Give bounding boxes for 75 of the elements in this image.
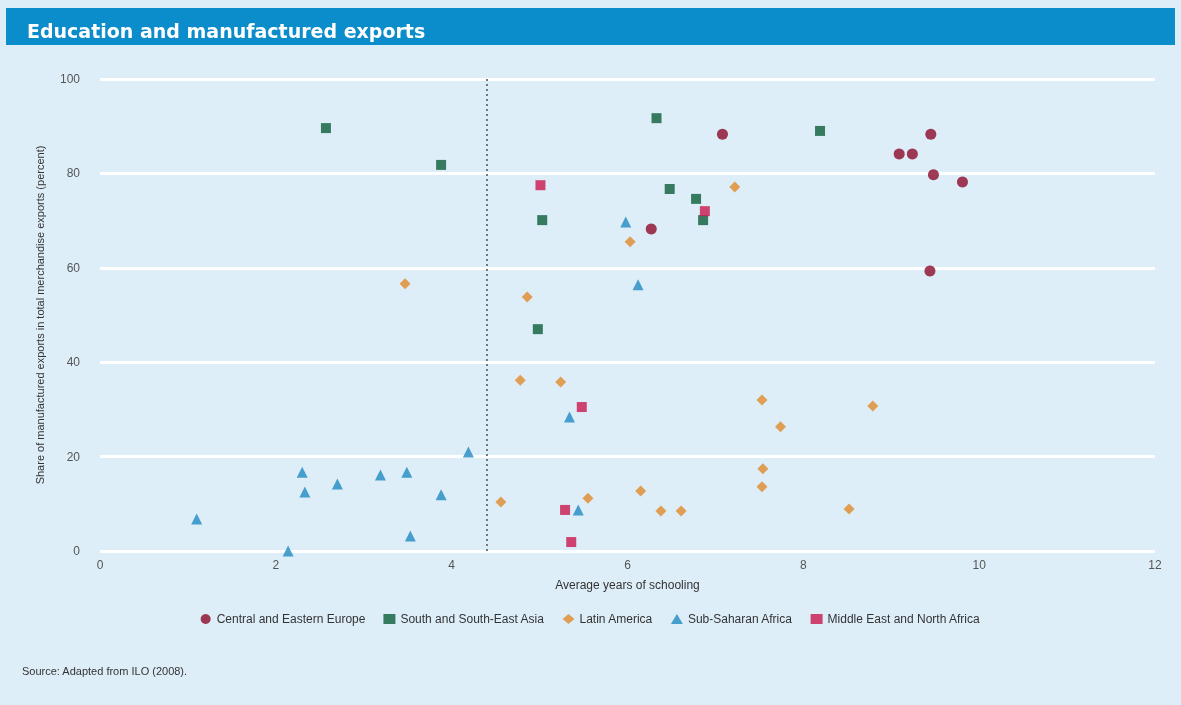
point [436, 159, 447, 170]
y-tick-label: 40 [66, 355, 81, 370]
x-tick-label: 12 [1148, 558, 1162, 572]
point [560, 504, 571, 515]
legend-label: South and South-East Asia [400, 612, 545, 626]
point [716, 128, 728, 140]
x-tick-label: 0 [96, 558, 104, 572]
point [632, 279, 644, 291]
y-tick-label: 20 [66, 449, 81, 464]
point [843, 503, 855, 515]
point [691, 193, 702, 204]
point [956, 176, 968, 188]
point [651, 113, 662, 124]
point [532, 324, 543, 335]
point [927, 169, 939, 181]
x-tick-label: 6 [624, 558, 632, 572]
x-axis-title: Average years of schooling [555, 578, 700, 592]
point [435, 489, 447, 501]
point [495, 496, 507, 508]
y-tick-label: 100 [59, 72, 81, 86]
y-tick-label: 60 [66, 260, 81, 275]
point [698, 215, 709, 226]
point [521, 291, 533, 303]
y-tick-label: 80 [66, 166, 81, 181]
point [555, 376, 567, 388]
legend-label: Middle East and North Africa [827, 612, 980, 626]
point [566, 537, 577, 548]
point [299, 486, 311, 498]
x-tick-label: 8 [799, 558, 807, 572]
legend-label: Latin America [579, 612, 653, 626]
point [867, 400, 879, 412]
x-tick-label: 4 [448, 558, 456, 572]
point [756, 481, 768, 493]
source-note: Source: Adapted from ILO (2008). [22, 664, 188, 677]
point [675, 505, 687, 517]
point [729, 181, 741, 193]
point [404, 530, 416, 542]
chart-title: Education and manufactured exports [27, 19, 426, 42]
point [624, 236, 636, 248]
point [401, 466, 413, 478]
point [635, 485, 647, 497]
point [645, 223, 657, 235]
point [756, 394, 768, 406]
point [664, 183, 675, 194]
y-tick-label: 0 [73, 544, 81, 558]
point [572, 504, 584, 516]
point [906, 148, 918, 160]
legend-label: Sub-Saharan Africa [687, 612, 793, 626]
point [774, 421, 786, 433]
point [514, 374, 526, 386]
point [462, 446, 474, 458]
point [296, 466, 308, 478]
point [399, 278, 411, 290]
point [655, 505, 667, 517]
point [620, 216, 632, 228]
point [924, 265, 936, 277]
point [582, 492, 594, 504]
point [576, 402, 587, 413]
point [893, 148, 905, 160]
point [320, 123, 331, 134]
y-axis-title: Share of manufactured exports in total merchandise exports (percent) [33, 145, 46, 485]
point [699, 206, 710, 217]
point [815, 125, 826, 136]
x-tick-label: 2 [272, 558, 280, 572]
point [925, 128, 937, 140]
point [537, 215, 548, 226]
point [331, 478, 343, 490]
point [191, 513, 203, 525]
x-tick-label: 10 [972, 558, 987, 572]
point [563, 411, 575, 423]
point [535, 180, 546, 191]
point [757, 463, 769, 475]
legend-label: Central and Eastern Europe [216, 612, 366, 626]
point [282, 545, 294, 557]
point [374, 469, 386, 481]
